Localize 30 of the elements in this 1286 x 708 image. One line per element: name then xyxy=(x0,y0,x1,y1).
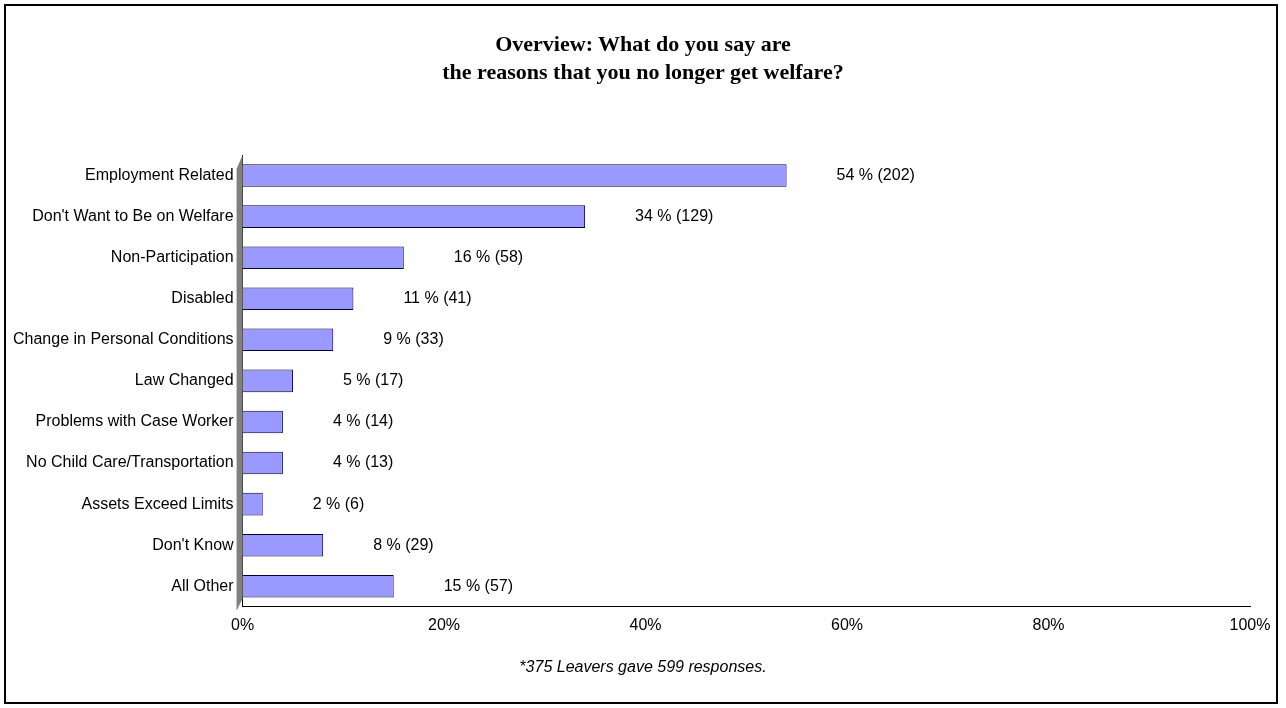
y-tick-label: All Other xyxy=(171,576,235,594)
x-tick-label: 20% xyxy=(428,615,461,633)
y-tick-label: Problems with Case Worker xyxy=(35,412,235,430)
y-tick-label: Employment Related xyxy=(85,165,234,183)
data-label: 2 % (6) xyxy=(312,494,365,512)
data-label: 4 % (13) xyxy=(332,453,394,471)
data-label: 11 % (41) xyxy=(403,289,472,307)
x-tick-label: 100% xyxy=(1229,615,1271,633)
y-tick-label: Assets Exceed Limits xyxy=(81,494,234,512)
data-label: 5 % (17) xyxy=(342,371,404,389)
data-label: 34 % (129) xyxy=(635,207,714,225)
x-tick-label: 60% xyxy=(831,615,864,633)
y-tick-label: Don't Want to Be on Welfare xyxy=(32,207,234,225)
data-label: 15 % (57) xyxy=(443,576,514,594)
chart-title: Overview: What do you say are the reasons that you no longer get welfare? xyxy=(441,30,845,86)
y-tick-label: Don't Know xyxy=(152,535,235,553)
text: *375 Leavers gave 599 responses. xyxy=(518,658,768,676)
y-tick-label: Law Changed xyxy=(134,371,234,389)
y-tick-label: Non-Participation xyxy=(110,248,234,266)
data-label: 16 % (58) xyxy=(453,248,524,266)
x-tick-label: 40% xyxy=(629,615,662,633)
y-tick-label: Change in Personal Conditions xyxy=(12,330,234,348)
x-tick-label: 0% xyxy=(231,615,255,633)
x-tick-label: 80% xyxy=(1032,615,1065,633)
y-tick-label: Disabled xyxy=(171,289,234,307)
data-label: 4 % (14) xyxy=(332,412,394,430)
data-label: 8 % (29) xyxy=(373,535,434,553)
data-label: 54 % (202) xyxy=(836,165,915,183)
data-label: 9 % (33) xyxy=(383,330,444,348)
y-tick-label: No Child Care/Transportation xyxy=(26,453,234,471)
